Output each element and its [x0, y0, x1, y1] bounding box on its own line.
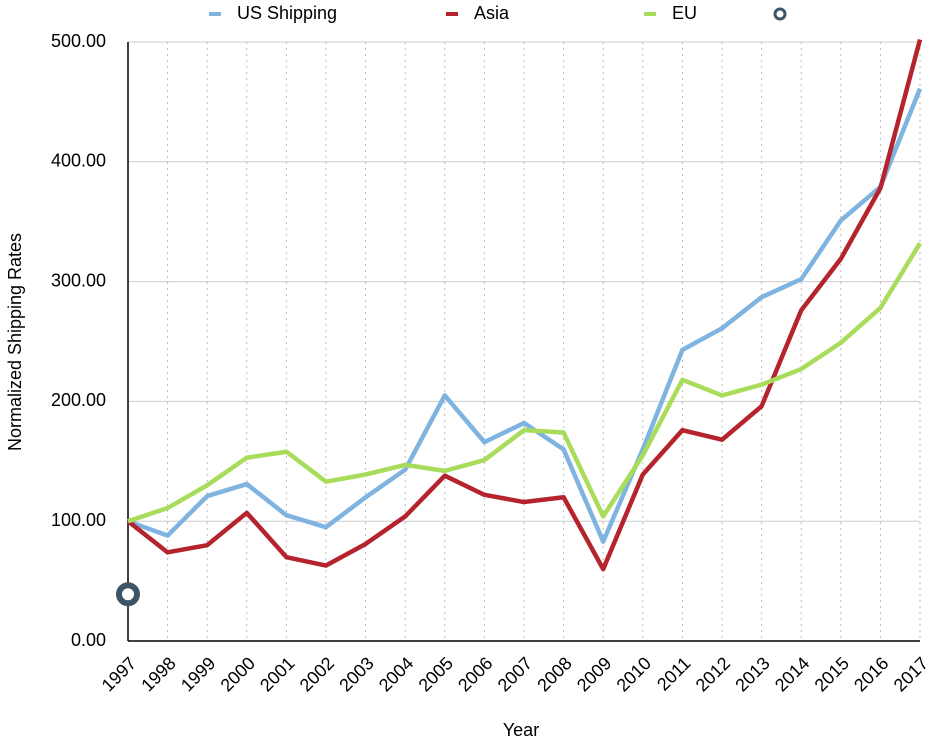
- x-tick-label: 2007: [494, 653, 536, 695]
- x-tick-label: 2014: [771, 653, 813, 695]
- legend-label: Asia: [474, 3, 510, 23]
- y-axis-title: Normalized Shipping Rates: [5, 233, 25, 451]
- x-tick-label: 2009: [573, 653, 615, 695]
- series-line: [127, 242, 922, 524]
- x-tick-label: 2006: [454, 653, 496, 695]
- x-tick-label: 2011: [653, 653, 695, 695]
- series-line: [126, 39, 923, 572]
- x-tick-label: 1998: [137, 653, 179, 695]
- x-tick-label: 2013: [731, 653, 773, 695]
- x-tick-label: 2016: [850, 653, 892, 695]
- series-line: [127, 87, 923, 544]
- y-tick-label: 300.00: [51, 270, 106, 290]
- legend-label: EU: [672, 3, 697, 23]
- y-tick-label: 200.00: [51, 390, 106, 410]
- x-tick-label: 2000: [217, 653, 259, 695]
- y-tick-label: 0.00: [71, 630, 106, 650]
- x-tick-label: 1999: [177, 653, 219, 695]
- x-tick-label: 2002: [296, 653, 338, 695]
- y-tick-label: 100.00: [51, 510, 106, 530]
- legend-marker: [773, 7, 787, 21]
- x-tick-label: 2001: [256, 653, 298, 695]
- y-tick-label: 400.00: [51, 151, 106, 171]
- x-tick-label: 2015: [811, 653, 853, 695]
- x-axis-title: Year: [503, 720, 539, 740]
- x-tick-label: 2008: [533, 653, 575, 695]
- marker: [116, 582, 140, 607]
- x-tick-label: 1997: [98, 653, 140, 695]
- x-tick-label: 2017: [890, 653, 932, 695]
- x-tick-label: 2012: [692, 653, 734, 695]
- x-tick-label: 2005: [415, 653, 457, 695]
- y-tick-label: 500.00: [51, 31, 106, 51]
- x-tick-label: 2004: [375, 653, 417, 695]
- x-tick-label: 2010: [613, 653, 655, 695]
- legend-label: US Shipping: [237, 3, 337, 23]
- x-tick-label: 2003: [335, 653, 377, 695]
